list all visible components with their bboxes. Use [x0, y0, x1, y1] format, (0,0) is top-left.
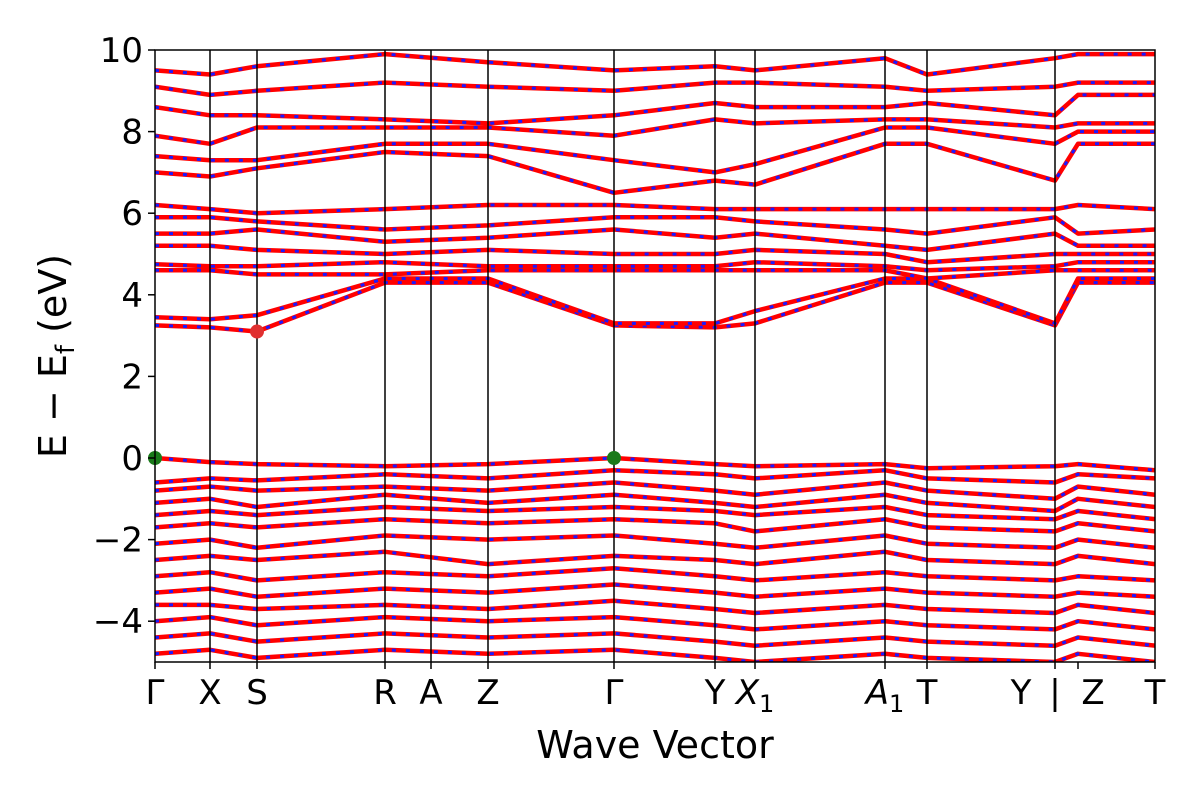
marker-cbm	[250, 324, 264, 339]
kpoint-label-3: R	[373, 673, 397, 713]
x-axis-title: Wave Vector	[536, 723, 774, 767]
kpoint-label-1: X	[198, 673, 221, 713]
y-tick-label-4: 4	[121, 276, 143, 316]
kpoint-label-13: Z	[1081, 673, 1104, 713]
plot-frame	[154, 49, 1156, 663]
y-tick-label-3: 2	[121, 357, 143, 397]
y-tick-label-7: 10	[100, 31, 143, 71]
kpoint-vertical-lines	[209, 50, 1056, 662]
y-tick-label-2: 0	[121, 439, 143, 479]
kpoint-label-6: Γ	[605, 673, 624, 713]
x-axis-kpoint-labels: Γ X S R A Z Γ Y X1 A1 T Y | Z T	[146, 662, 1166, 718]
marker-vbm-2	[607, 451, 621, 465]
y-axis-ticks: −4 −2 0 2 4 6 8 10	[93, 31, 155, 642]
y-axis-title-subscript: f	[51, 344, 81, 354]
kpoint-label-4: A	[419, 673, 442, 713]
y-tick-label-1: −2	[93, 521, 143, 561]
kpoint-label-11: Y	[1010, 673, 1032, 713]
kpoint-label-9: A1	[864, 673, 905, 718]
kpoint-label-12: |	[1049, 673, 1060, 713]
y-tick-label-0: −4	[93, 602, 143, 642]
y-axis-title: E − Ef (eV)	[31, 254, 81, 458]
y-axis-title-unit: (eV)	[31, 254, 75, 345]
kpoint-label-7: Y	[704, 673, 726, 713]
y-tick-label-6: 8	[121, 113, 143, 153]
kpoint-label-2: S	[246, 673, 268, 713]
y-axis-title-main: E − E	[31, 354, 75, 458]
kpoint-label-0: Γ	[146, 673, 165, 713]
y-tick-label-5: 6	[121, 194, 143, 234]
kpoint-label-10: T	[916, 673, 938, 713]
kpoint-label-14: T	[1144, 673, 1166, 713]
kpoint-label-5: Z	[476, 673, 499, 713]
kpoint-label-8: X1	[734, 673, 775, 718]
